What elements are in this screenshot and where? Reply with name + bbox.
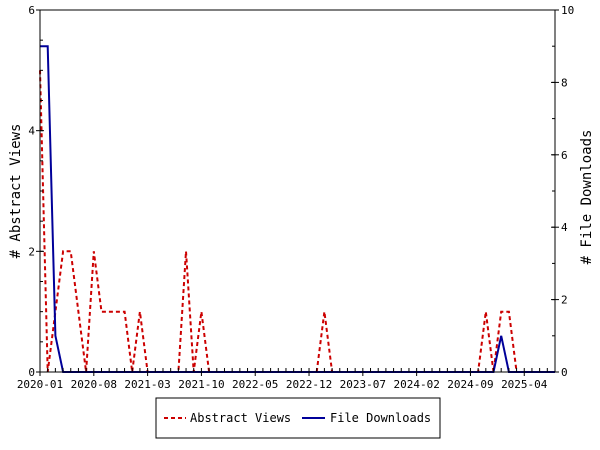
legend-box xyxy=(155,397,441,439)
plot-background xyxy=(40,10,555,372)
legend: Abstract Views File Downloads xyxy=(155,397,441,439)
x-tick-label: 2024-02 xyxy=(393,378,439,391)
y-right-tick-label: 0 xyxy=(561,366,568,379)
y-right-tick-label: 8 xyxy=(561,76,568,89)
plot-area xyxy=(40,10,555,372)
y-right-tick-label: 10 xyxy=(561,4,574,17)
x-tick-label: 2025-04 xyxy=(501,378,548,391)
legend-label-file-downloads: File Downloads xyxy=(330,411,431,425)
y-axis-right-title: # File Downloads xyxy=(579,130,595,265)
x-tick-label: 2024-09 xyxy=(447,378,493,391)
x-tick-label: 2020-01 xyxy=(17,378,63,391)
legend-label-abstract-views: Abstract Views xyxy=(190,411,291,425)
x-tick-label: 2020-08 xyxy=(71,378,117,391)
x-tick-label: 2022-12 xyxy=(286,378,332,391)
x-tick-label: 2021-10 xyxy=(178,378,224,391)
y-left-tick-label: 0 xyxy=(28,366,35,379)
plot-frame xyxy=(39,9,556,373)
y-axis-left-title: # Abstract Views xyxy=(8,124,24,259)
y-left-tick-label: 4 xyxy=(28,125,35,138)
y-right-tick-label: 2 xyxy=(561,294,568,307)
x-tick-label: 2022-05 xyxy=(232,378,278,391)
x-tick-label: 2021-03 xyxy=(124,378,170,391)
x-tick-label: 2023-07 xyxy=(340,378,386,391)
axes-layer: 2020-01 2020-08 2021-03 2021-10 2022-05 2022-… xyxy=(17,4,574,391)
y-left-tick-label: 6 xyxy=(28,4,35,17)
y-right-tick-label: 4 xyxy=(561,221,568,234)
y-right-tick-label: 6 xyxy=(561,149,568,162)
y-left-tick-label: 2 xyxy=(28,245,35,258)
